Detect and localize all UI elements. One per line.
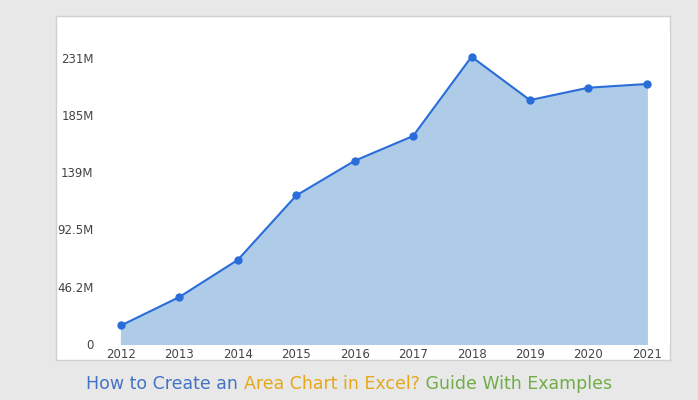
Text: Area Chart in Excel?: Area Chart in Excel? [244, 375, 419, 393]
Point [232, 257, 244, 263]
Point [641, 81, 653, 87]
Text: Guide With Examples: Guide With Examples [419, 375, 611, 393]
Point [174, 294, 185, 300]
Point [349, 158, 360, 164]
Point [466, 54, 477, 60]
Point [290, 192, 302, 199]
Point [408, 133, 419, 139]
Text: How to Create an: How to Create an [87, 375, 244, 393]
Point [524, 97, 535, 103]
Point [115, 322, 126, 329]
Point [583, 84, 594, 91]
